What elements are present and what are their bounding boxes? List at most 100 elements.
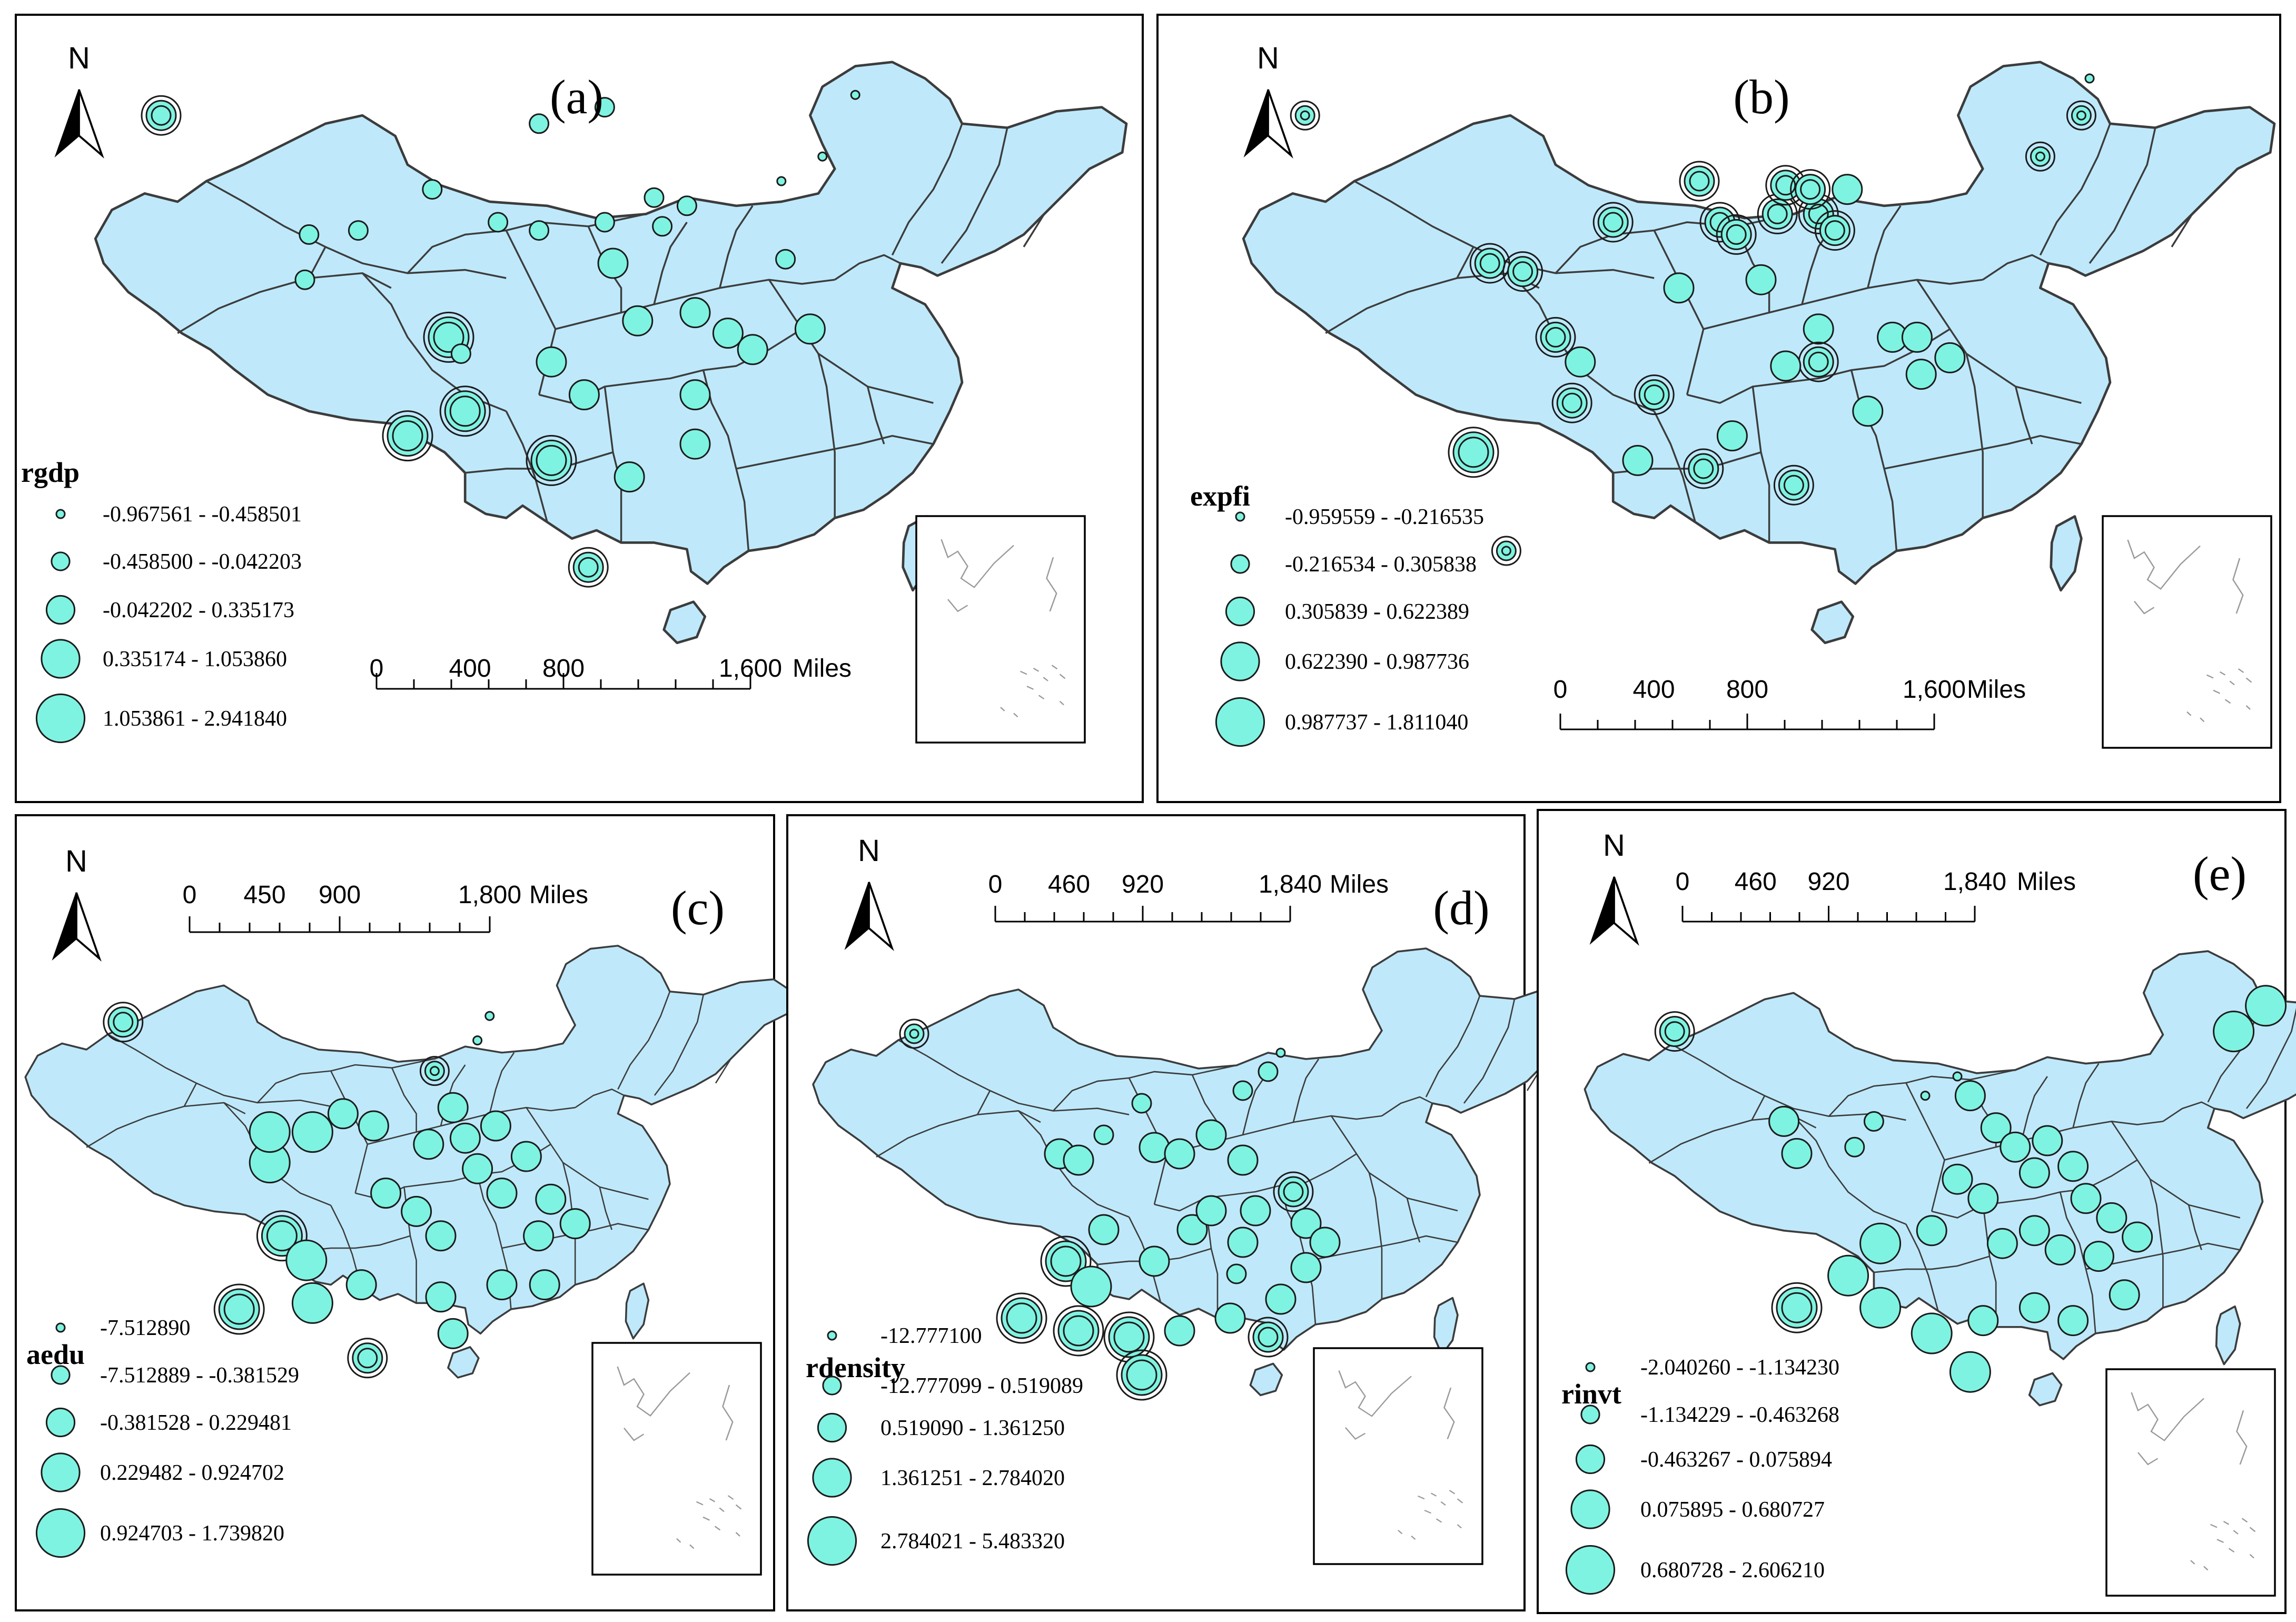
scale-tick-label: 460 — [1735, 868, 1777, 896]
city-symbol — [1778, 469, 1809, 501]
city-symbol — [1227, 1144, 1259, 1176]
city-symbol-ring — [1063, 1315, 1094, 1347]
scale-tick-label: 0 — [183, 881, 197, 909]
city-symbol — [679, 428, 711, 460]
city-symbol-ring — [347, 1338, 388, 1379]
city-symbol — [285, 1239, 328, 1281]
legend: rgdp -0.967561 - -0.458501 -0.458500 - -0.… — [21, 457, 302, 744]
city-symbol-ring — [103, 1002, 144, 1043]
legend-symbol — [45, 1407, 76, 1438]
city-symbol — [1844, 1136, 1865, 1158]
legend-entry: -7.512890 — [100, 1316, 191, 1340]
city-symbol — [1496, 540, 1517, 561]
legend-entry: -0.381528 - 0.229481 — [100, 1411, 292, 1435]
legend-symbol — [817, 1412, 847, 1443]
scale-bar: 0 400 800 1,600 Miles — [370, 655, 852, 690]
city-symbol — [775, 249, 796, 270]
scale-tick-label: 0 — [1676, 868, 1690, 896]
city-symbol — [1070, 1265, 1112, 1308]
city-symbol — [1768, 1105, 1800, 1137]
city-symbol-ring — [392, 420, 423, 452]
city-symbol — [1967, 1183, 1999, 1214]
city-symbol — [462, 1153, 493, 1184]
city-symbol-ring — [568, 547, 609, 588]
proportional-symbols — [1290, 73, 2096, 566]
city-symbol — [327, 1098, 359, 1130]
city-symbol-ring — [1602, 212, 1624, 233]
city-symbol — [776, 176, 787, 186]
panel-label: (b) — [1733, 70, 1789, 124]
city-symbol — [2084, 73, 2095, 84]
city-symbol — [291, 1282, 333, 1324]
city-symbol-ring — [1808, 203, 1829, 224]
city-symbol — [437, 1318, 469, 1349]
city-symbol — [1240, 1195, 1271, 1227]
legend-entry: -0.216534 - 0.305838 — [1285, 552, 1477, 577]
city-symbol — [2000, 1131, 2031, 1163]
city-symbol — [1226, 1263, 1247, 1284]
city-symbol-ring — [419, 1056, 450, 1086]
north-arrow-icon: N — [845, 834, 893, 949]
legend-entry: 0.305839 - 0.622389 — [1285, 600, 1469, 624]
scale-bar: 0 450 900 1,800 Miles — [183, 881, 588, 933]
scale-tick-label: 1,600 — [719, 655, 782, 683]
city-symbol-ring — [1491, 536, 1521, 566]
city-symbol — [401, 1195, 432, 1227]
legend-symbol — [1220, 641, 1260, 681]
city-symbol — [817, 151, 828, 162]
city-symbol-ring — [1545, 327, 1566, 348]
legend: expfi -0.959559 - -0.216535 -0.216534 - 0.… — [1190, 480, 1484, 747]
scale-tick-label: 800 — [1726, 676, 1768, 704]
city-symbol-ring — [2025, 141, 2055, 172]
city-symbol — [2044, 1234, 2076, 1265]
scale-tick-label: 400 — [449, 655, 491, 683]
legend-entry: 0.229482 - 0.924702 — [100, 1461, 284, 1485]
city-symbol-ring — [536, 444, 567, 476]
proportional-symbols — [141, 90, 860, 588]
city-symbol — [1638, 379, 1670, 411]
scale-tick-label: 900 — [319, 881, 361, 909]
city-symbol-ring — [1790, 169, 1831, 210]
city-symbol-ring — [1773, 464, 1814, 506]
city-symbol-ring — [1258, 1327, 1279, 1348]
city-symbol — [1949, 1351, 1991, 1393]
scale-tick-label: 1,600 — [1903, 676, 1966, 704]
city-symbol — [1745, 264, 1777, 295]
city-symbol — [472, 1035, 483, 1046]
city-symbol — [145, 100, 177, 131]
south-china-sea-inset — [915, 515, 1086, 744]
city-symbol-ring — [1644, 384, 1665, 406]
city-symbol — [1597, 206, 1629, 238]
scale-bar: 0 400 800 1,600 Miles — [1553, 676, 2026, 730]
city-symbol — [1474, 248, 1506, 279]
city-symbol — [904, 1023, 925, 1044]
north-arrow-icon: N — [1590, 828, 1638, 944]
city-symbol — [1942, 1163, 1973, 1195]
south-china-sea-inset — [2105, 1368, 2276, 1597]
city-symbol — [1195, 1195, 1227, 1227]
city-symbol-ring — [113, 1012, 134, 1033]
legend: aedu -7.512890 -7.512889 - -0.381529 -0.381… — [26, 1316, 299, 1558]
city-symbol — [594, 97, 615, 118]
city-symbol — [1565, 346, 1596, 378]
city-symbol — [536, 346, 567, 378]
city-symbol — [1540, 321, 1571, 353]
city-symbol — [1803, 313, 1834, 345]
city-symbol — [652, 216, 673, 237]
legend-title: rgdp — [21, 457, 80, 488]
city-symbol — [529, 113, 550, 134]
legend-symbol — [51, 1365, 71, 1385]
city-symbol-ring — [1561, 392, 1582, 413]
scale-tick-label: 0 — [370, 655, 384, 683]
city-symbol — [1088, 1214, 1120, 1245]
city-symbol — [488, 212, 509, 233]
city-symbol — [1164, 1138, 1195, 1170]
legend-entry: -0.458500 - -0.042203 — [103, 550, 302, 574]
city-symbol — [510, 1141, 542, 1172]
city-symbol — [2057, 1305, 2089, 1337]
scale-tick-label: 1,840 — [1259, 871, 1322, 898]
city-symbol — [1952, 1071, 1963, 1082]
city-symbol — [1761, 198, 1793, 230]
city-symbol — [1803, 346, 1834, 378]
city-symbol-ring — [1781, 1292, 1813, 1323]
